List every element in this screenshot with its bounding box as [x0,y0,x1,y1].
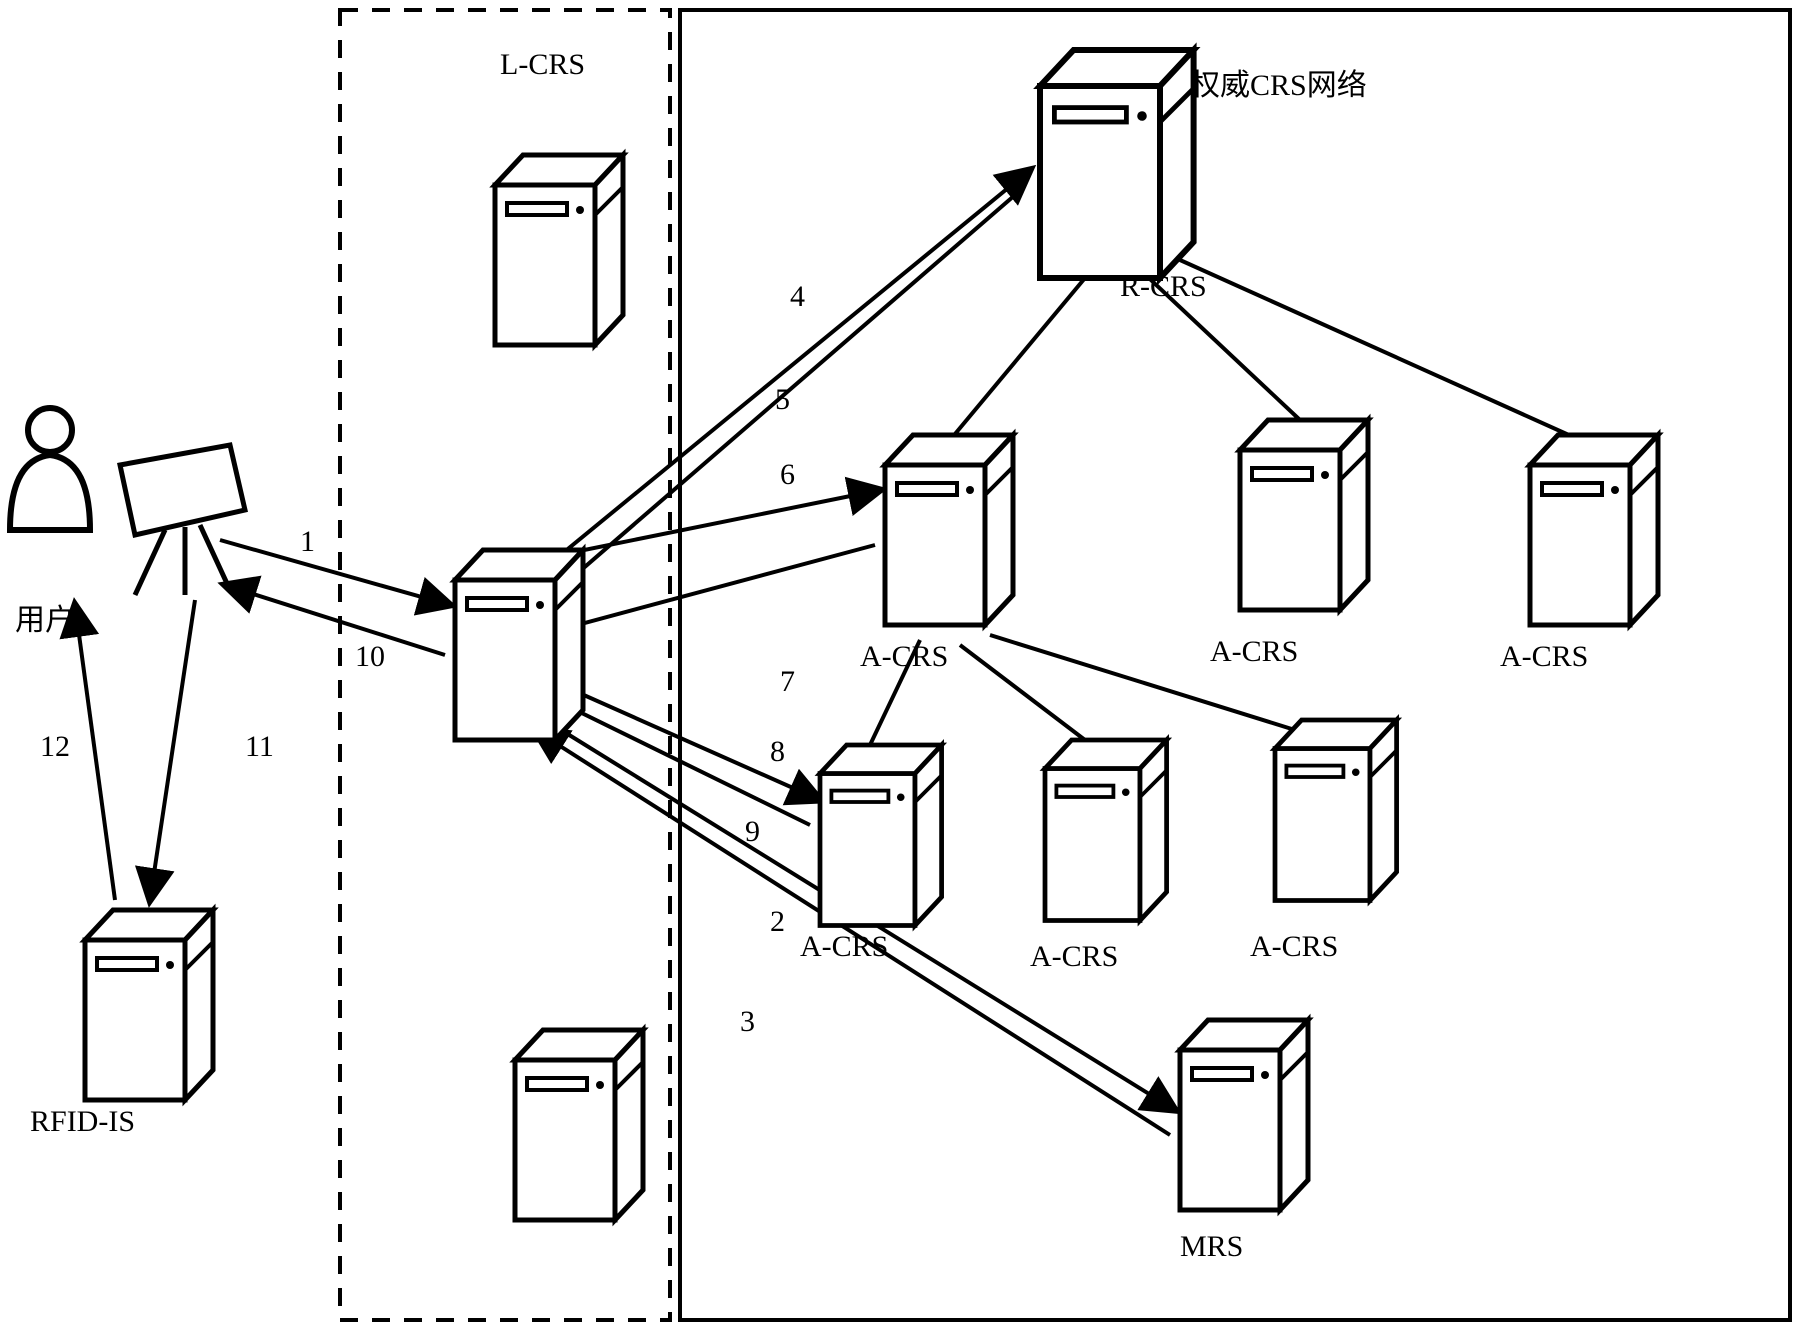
number-n12: 12 [40,730,70,764]
number-n9: 9 [745,815,760,849]
server-icon-a_crs_r3 [1530,435,1658,625]
server-icon-lcrs_top [495,155,623,345]
number-n1: 1 [300,525,315,559]
label-a_crs_r3: A-CRS [1500,640,1588,674]
label-lcrs: L-CRS [500,48,585,82]
server-icon-lcrs_mid [455,550,583,740]
label-a_crs_b1: A-CRS [800,930,888,964]
edge-e11 [150,600,195,900]
server-icon-mrs [1180,1020,1308,1210]
server-icon-a_crs_b3 [1275,720,1397,901]
number-n5: 5 [775,383,790,417]
server-icon-a_crs_r2 [1240,420,1368,610]
edge-e12 [75,605,115,900]
label-a_crs_b3: A-CRS [1250,930,1338,964]
server-icon-lcrs_bot [515,1030,643,1220]
label-rfid_is: RFID-IS [30,1105,135,1139]
server-icon-a_crs_b2 [1045,740,1167,921]
number-n8: 8 [770,735,785,769]
number-n2: 2 [770,905,785,939]
number-n10: 10 [355,640,385,674]
diagram-stage: 用户 RFID-IS L-CRS 权威CRS网络 R-CRS A-CRS A-CRS A-CR… [0,0,1802,1333]
user-icon [10,408,245,595]
server-icon-r_crs [1040,50,1194,278]
edge-e7 [540,545,875,635]
server-icon-rfid_is [85,910,213,1100]
server-icon-a_crs_b1 [820,745,942,926]
number-n6: 6 [780,458,795,492]
label-auth_title: 权威CRS网络 [1190,60,1367,104]
label-mrs: MRS [1180,1230,1243,1264]
label-a_crs_main: A-CRS [860,640,948,674]
number-n11: 11 [245,730,274,764]
label-user: 用户 [15,595,75,639]
server-icon-a_crs_main [885,435,1013,625]
label-a_crs_r2: A-CRS [1210,635,1298,669]
label-r_crs: R-CRS [1120,270,1207,304]
edge-t3 [1180,260,1580,440]
number-n3: 3 [740,1005,755,1039]
label-a_crs_b2: A-CRS [1030,940,1118,974]
number-n4: 4 [790,280,805,314]
number-n7: 7 [780,665,795,699]
edge-t1 [950,260,1100,440]
